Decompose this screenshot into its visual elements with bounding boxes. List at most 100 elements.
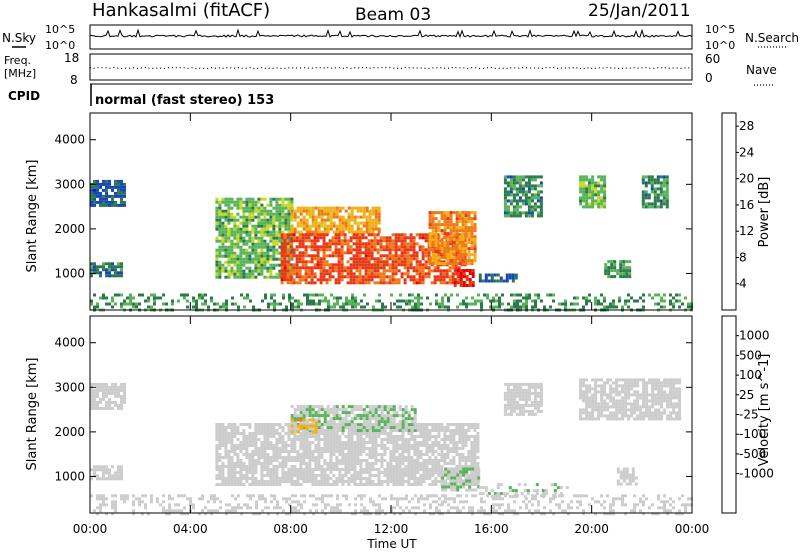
power-cell bbox=[114, 194, 117, 198]
velocity-cell bbox=[335, 408, 339, 412]
velocity-cell bbox=[386, 411, 390, 415]
power-cell bbox=[246, 293, 249, 297]
velocity-cell bbox=[371, 426, 375, 430]
velocity-cell bbox=[359, 453, 363, 456]
velocity-heatmap bbox=[90, 378, 693, 516]
power-cell bbox=[647, 202, 651, 206]
velocity-cell bbox=[440, 456, 444, 459]
power-cell bbox=[260, 242, 264, 246]
power-cell bbox=[343, 233, 347, 237]
velocity-cell bbox=[335, 411, 339, 415]
velocity-cell bbox=[284, 423, 288, 426]
velocity-cell bbox=[425, 429, 429, 432]
velocity-cell bbox=[374, 420, 378, 424]
power-cell bbox=[311, 212, 315, 216]
velocity-cell bbox=[446, 462, 450, 465]
power-cell bbox=[275, 197, 279, 201]
velocity-cell bbox=[90, 397, 93, 401]
velocity-cell bbox=[344, 447, 348, 450]
velocity-cell bbox=[263, 432, 267, 435]
velocity-cell bbox=[389, 480, 393, 483]
velocity-cell bbox=[266, 441, 270, 444]
power-cell bbox=[105, 262, 108, 266]
power-cell bbox=[307, 254, 311, 258]
power-cell bbox=[591, 199, 595, 203]
power-cell bbox=[409, 254, 413, 258]
velocity-cell bbox=[320, 456, 324, 459]
power-cell bbox=[585, 178, 589, 182]
velocity-cell bbox=[224, 465, 228, 468]
power-cell bbox=[295, 236, 299, 240]
velocity-cell bbox=[305, 441, 309, 444]
power-cell bbox=[295, 272, 299, 276]
power-cell bbox=[388, 239, 392, 243]
velocity-cell bbox=[392, 468, 396, 471]
power-cell bbox=[530, 214, 534, 218]
power-cell bbox=[325, 278, 329, 282]
power-cell bbox=[215, 212, 219, 216]
velocity-cell bbox=[431, 450, 435, 453]
velocity-cell bbox=[215, 462, 219, 465]
velocity-cell bbox=[221, 465, 225, 468]
velocity-cell bbox=[251, 477, 255, 480]
power-cell bbox=[96, 268, 99, 272]
velocity-cell bbox=[449, 462, 453, 465]
power-cell bbox=[665, 178, 669, 182]
velocity-cell bbox=[320, 438, 324, 441]
power-cell bbox=[641, 196, 645, 200]
power-cell bbox=[536, 175, 540, 179]
velocity-cell bbox=[293, 430, 297, 434]
velocity-cell bbox=[341, 408, 345, 412]
power-cell bbox=[473, 211, 477, 215]
power-cell bbox=[403, 278, 407, 282]
velocity-cell bbox=[404, 459, 408, 462]
velocity-cell bbox=[380, 411, 384, 415]
power-cell bbox=[415, 233, 419, 237]
power-cell bbox=[336, 302, 339, 306]
power-cell bbox=[428, 244, 432, 248]
velocity-cell bbox=[467, 435, 471, 438]
noise-sky-label: N.Sky bbox=[2, 31, 36, 45]
power-cell bbox=[334, 269, 338, 273]
power-cell bbox=[368, 230, 372, 234]
power-cell bbox=[477, 293, 480, 297]
power-cell bbox=[99, 200, 102, 204]
power-cell bbox=[129, 302, 132, 306]
velocity-cell bbox=[404, 423, 408, 426]
power-cell bbox=[459, 278, 463, 281]
velocity-cell bbox=[314, 450, 318, 453]
velocity-cell bbox=[365, 405, 369, 409]
power-cell bbox=[452, 232, 456, 236]
power-cell bbox=[461, 223, 465, 227]
velocity-cell bbox=[377, 444, 381, 447]
power-cell bbox=[382, 263, 386, 267]
power-cell bbox=[349, 248, 353, 252]
velocity-cell bbox=[329, 453, 333, 456]
power-cell bbox=[260, 197, 264, 201]
power-cell bbox=[373, 239, 377, 243]
power-cell bbox=[245, 218, 249, 222]
velocity-cell bbox=[434, 462, 438, 465]
velocity-cell bbox=[245, 456, 249, 459]
velocity-cell bbox=[221, 435, 225, 438]
power-cell bbox=[519, 293, 522, 297]
velocity-cell bbox=[332, 441, 336, 444]
power-cell bbox=[108, 262, 111, 266]
velocity-cell bbox=[459, 470, 463, 474]
power-cell bbox=[280, 269, 284, 273]
velocity-cell bbox=[371, 483, 375, 486]
power-cell bbox=[239, 257, 243, 261]
velocity-cell bbox=[221, 477, 225, 480]
velocity-cell bbox=[461, 438, 465, 441]
power-cell bbox=[665, 193, 669, 197]
power-cell bbox=[227, 269, 231, 273]
power-cell bbox=[296, 230, 300, 234]
velocity-cell bbox=[437, 432, 441, 435]
power-cell bbox=[449, 253, 453, 257]
velocity-cell bbox=[401, 477, 405, 480]
velocity-cell bbox=[422, 423, 426, 426]
velocity-cell bbox=[419, 468, 423, 471]
velocity-cell bbox=[338, 471, 342, 474]
velocity-cell bbox=[395, 465, 399, 468]
velocity-cell bbox=[476, 447, 480, 450]
